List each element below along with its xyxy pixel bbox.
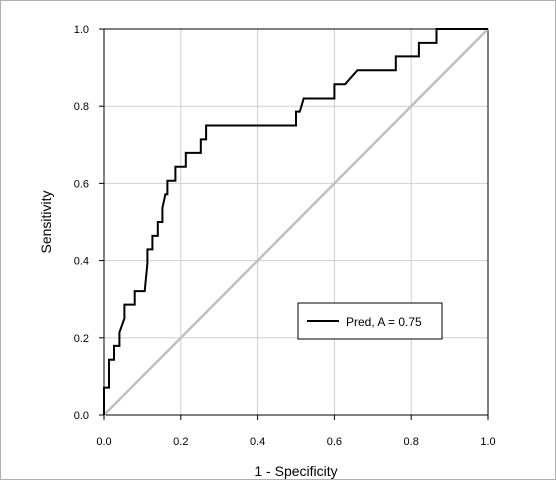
legend-box [297, 302, 443, 340]
x-tick-label: 0.6 [327, 436, 342, 448]
y-tick-label: 1.0 [74, 24, 89, 36]
legend: Pred, A = 0.75 [297, 302, 443, 340]
y-tick-label: 0.4 [74, 256, 89, 268]
x-tick-label: 0.8 [404, 436, 419, 448]
x-tick-label: 0.0 [96, 436, 111, 448]
series-layer [103, 28, 489, 416]
roc-curve-line [103, 28, 488, 415]
y-tick-label: 0.0 [74, 410, 89, 422]
y-tick-label: 0.8 [74, 101, 89, 113]
axes-layer: 0.0 0.2 0.4 0.6 0.8 1.0 0.0 0.2 0.4 0.6 0.8 1.0 [74, 24, 496, 448]
x-tick-label: 0.4 [250, 436, 265, 448]
y-tick-label: 0.6 [74, 178, 89, 190]
x-axis-title: 1 - Specificity [254, 463, 337, 479]
reference-diagonal-line [103, 28, 489, 416]
x-tick-label: 0.2 [173, 436, 188, 448]
y-tick-label: 0.2 [74, 333, 89, 345]
y-axis-title: Sensitivity [38, 190, 54, 253]
plot-border [103, 28, 489, 416]
x-tick-label: 1.0 [480, 436, 495, 448]
legend-label: Pred, A = 0.75 [346, 315, 422, 329]
